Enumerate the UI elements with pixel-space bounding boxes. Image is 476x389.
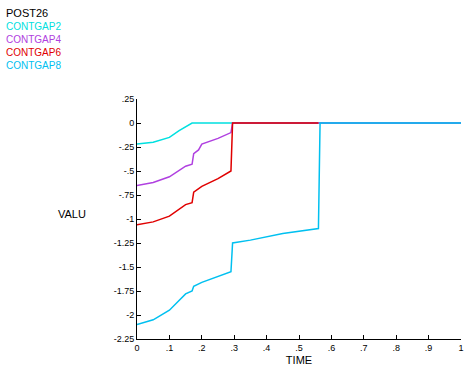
svg-text:0: 0	[129, 118, 134, 128]
svg-text:.2: .2	[198, 343, 206, 353]
svg-text:POST26: POST26	[6, 7, 48, 19]
svg-text:.7: .7	[360, 343, 368, 353]
svg-text:CONTGAP8: CONTGAP8	[6, 60, 61, 71]
svg-text:0: 0	[134, 343, 139, 353]
svg-text:.1: .1	[166, 343, 174, 353]
svg-text:TIME: TIME	[286, 354, 312, 366]
svg-text:1: 1	[458, 343, 463, 353]
svg-text:CONTGAP2: CONTGAP2	[6, 21, 61, 32]
svg-text:VALU: VALU	[58, 208, 86, 220]
svg-text:.4: .4	[263, 343, 271, 353]
svg-text:.5: .5	[295, 343, 303, 353]
svg-text:.9: .9	[425, 343, 433, 353]
svg-text:-1.75: -1.75	[114, 286, 135, 296]
svg-text:-2.25: -2.25	[114, 334, 135, 344]
svg-text:-.5: -.5	[124, 166, 135, 176]
svg-text:-2: -2	[126, 310, 134, 320]
svg-text:CONTGAP6: CONTGAP6	[6, 47, 61, 58]
svg-text:-1.5: -1.5	[119, 262, 135, 272]
svg-text:CONTGAP4: CONTGAP4	[6, 34, 61, 45]
svg-text:-1: -1	[126, 214, 134, 224]
svg-text:-.25: -.25	[119, 142, 135, 152]
svg-text:.25: .25	[122, 94, 135, 104]
svg-text:-.75: -.75	[119, 190, 135, 200]
svg-text:.3: .3	[230, 343, 238, 353]
svg-text:.6: .6	[328, 343, 336, 353]
svg-text:.8: .8	[392, 343, 400, 353]
svg-text:-1.25: -1.25	[114, 238, 135, 248]
